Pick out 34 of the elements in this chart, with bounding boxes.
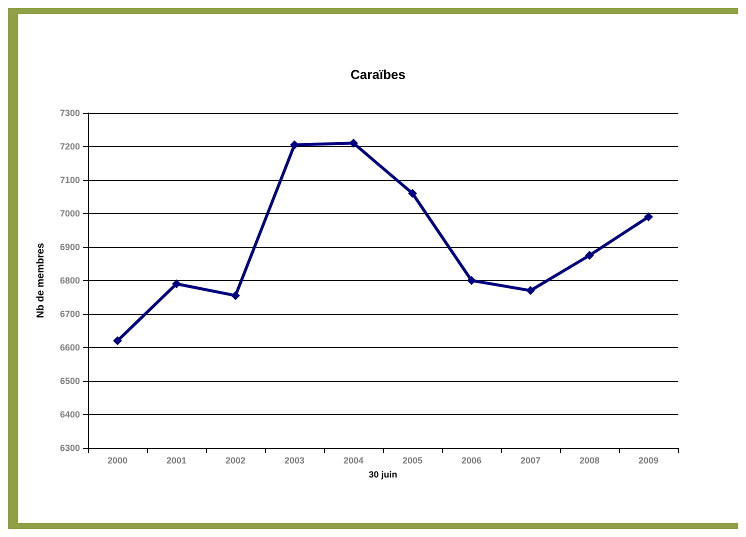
y-tick-label: 7100 <box>60 175 80 185</box>
point <box>408 188 417 198</box>
x-tick-label: 2003 <box>284 456 305 466</box>
y-tick-label: 6900 <box>60 242 80 252</box>
x-tick-label: 2007 <box>520 456 541 466</box>
y-axis-title: Nb de membres <box>36 242 46 318</box>
point <box>644 212 653 222</box>
y-tick-label: 7300 <box>60 108 80 118</box>
x-tick-label: 2000 <box>107 456 128 466</box>
point <box>585 250 594 260</box>
x-tick-label: 2005 <box>402 456 423 466</box>
x-tick-label: 2002 <box>225 456 246 466</box>
x-tick-label: 2004 <box>343 456 364 466</box>
chart-title: Caraïbes <box>350 67 406 82</box>
point <box>113 336 122 346</box>
x-tick-label: 2001 <box>166 456 187 466</box>
y-tick-label: 7000 <box>60 208 80 218</box>
x-tick-label: 2009 <box>638 456 659 466</box>
point <box>172 279 181 288</box>
point <box>290 140 299 150</box>
y-tick-label: 6700 <box>60 309 80 319</box>
point <box>526 286 535 296</box>
point <box>231 291 240 300</box>
y-tick-label: 7200 <box>60 142 80 152</box>
x-tick-label: 2008 <box>579 456 600 466</box>
point <box>349 138 358 148</box>
x-tick-label: 2006 <box>461 456 482 466</box>
point <box>467 276 476 285</box>
y-tick-label: 6300 <box>60 443 80 453</box>
y-tick-label: 6800 <box>60 276 80 286</box>
x-axis-title: 30 juin <box>368 470 398 480</box>
y-tick-label: 6400 <box>60 410 80 420</box>
y-tick-label: 6600 <box>60 342 80 352</box>
y-tick-label: 6500 <box>60 376 80 386</box>
